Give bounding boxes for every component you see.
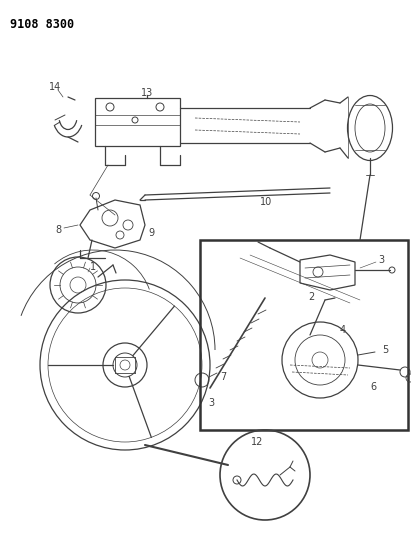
Text: 1: 1 — [90, 262, 96, 272]
Text: 12: 12 — [251, 437, 263, 447]
Text: 9108 8300: 9108 8300 — [10, 18, 74, 31]
Text: 9: 9 — [148, 228, 154, 238]
Bar — [200, 240, 408, 430]
Text: 8: 8 — [55, 225, 61, 235]
Text: 10: 10 — [260, 197, 272, 207]
Text: 5: 5 — [382, 345, 388, 355]
Text: 2: 2 — [308, 292, 314, 302]
Text: 4: 4 — [340, 325, 346, 335]
Text: 14: 14 — [49, 82, 61, 92]
Text: 13: 13 — [141, 88, 153, 98]
Text: 3: 3 — [378, 255, 384, 265]
Text: 3: 3 — [208, 398, 214, 408]
Text: 6: 6 — [370, 382, 376, 392]
Text: 7: 7 — [220, 372, 226, 382]
